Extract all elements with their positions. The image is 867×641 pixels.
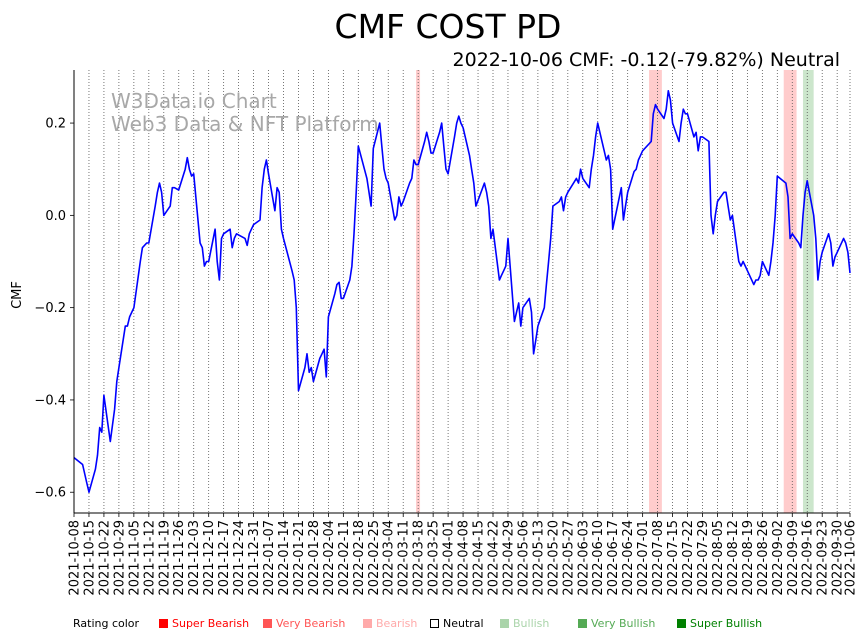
x-tick-label: 2021-11-05 bbox=[127, 520, 142, 596]
legend-swatch bbox=[263, 619, 272, 628]
x-tick-label: 2022-05-20 bbox=[546, 520, 561, 596]
y-tick-label: 0.2 bbox=[45, 117, 66, 132]
x-tick-label: 2022-01-28 bbox=[307, 520, 322, 596]
x-tick-label: 2021-10-15 bbox=[82, 520, 97, 596]
legend-item-super-bullish: Super Bullish bbox=[677, 617, 762, 630]
region-bearish-0 bbox=[416, 70, 421, 513]
x-tick-label: 2022-04-22 bbox=[486, 520, 501, 596]
x-tick-label: 2022-01-21 bbox=[292, 520, 307, 596]
axes bbox=[73, 70, 850, 514]
x-tick-label: 2022-04-29 bbox=[501, 520, 516, 596]
x-tick-label: 2022-08-26 bbox=[756, 520, 771, 596]
watermark-line-2: Web3 Data & NFT Platform bbox=[111, 112, 379, 136]
x-tick-label: 2022-05-27 bbox=[561, 520, 576, 596]
x-tick-label: 2021-11-26 bbox=[172, 520, 187, 596]
x-tick-label: 2021-11-12 bbox=[142, 520, 157, 596]
legend-swatch bbox=[500, 619, 509, 628]
x-tick-label: 2022-03-18 bbox=[412, 520, 427, 596]
y-axis-label: CMF bbox=[10, 281, 25, 309]
x-tick-label: 2022-04-01 bbox=[442, 520, 457, 596]
legend-item-very-bullish: Very Bullish bbox=[578, 617, 655, 630]
legend-item-label: Very Bullish bbox=[591, 617, 656, 630]
legend-item-label: Neutral bbox=[443, 617, 484, 630]
legend-item-bearish: Bearish bbox=[363, 617, 417, 630]
rating-regions bbox=[416, 70, 814, 513]
x-tick-label: 2021-10-29 bbox=[112, 520, 127, 596]
x-tick-label: 2022-09-30 bbox=[831, 520, 846, 596]
legend-swatch bbox=[363, 619, 372, 628]
legend-label: Rating color bbox=[73, 617, 140, 630]
x-tick-label: 2022-02-11 bbox=[337, 520, 352, 596]
x-tick-label: 2022-02-25 bbox=[367, 520, 382, 596]
legend-item-label: Super Bullish bbox=[690, 617, 763, 630]
watermark-line-1: W3Data.io Chart bbox=[111, 89, 277, 113]
legend-item-bullish: Bullish bbox=[500, 617, 549, 630]
y-tick-label: −0.6 bbox=[34, 486, 66, 501]
x-tick-label: 2022-06-17 bbox=[606, 520, 621, 596]
x-tick-label: 2022-09-23 bbox=[816, 520, 831, 596]
x-tick-label: 2022-01-07 bbox=[262, 520, 277, 596]
x-tick-label: 2022-02-04 bbox=[322, 520, 337, 596]
x-axis-ticks: 2021-10-08 2021-10-15 2021-10-22 2021-10-29… bbox=[68, 513, 859, 596]
legend-item-label: Bullish bbox=[513, 617, 550, 630]
x-tick-label: 2022-04-15 bbox=[472, 520, 487, 596]
x-tick-label: 2022-06-03 bbox=[576, 520, 591, 596]
x-tick-label: 2022-03-25 bbox=[427, 520, 442, 596]
x-tick-label: 2022-01-14 bbox=[277, 520, 292, 596]
x-tick-label: 2022-10-06 bbox=[844, 520, 859, 596]
x-tick-label: 2021-12-24 bbox=[232, 520, 247, 596]
legend-item-label: Bearish bbox=[376, 617, 418, 630]
legend-swatch bbox=[430, 619, 439, 628]
chart-title: CMF COST PD bbox=[335, 7, 562, 46]
x-tick-label: 2022-08-05 bbox=[711, 520, 726, 596]
x-tick-label: 2022-07-15 bbox=[666, 520, 681, 596]
y-tick-label: 0.0 bbox=[45, 209, 66, 224]
y-axis-ticks: −0.6 −0.4 −0.2 0.0 0.2 bbox=[34, 117, 74, 501]
x-tick-label: 2022-09-09 bbox=[786, 520, 801, 596]
x-tick-label: 2022-03-04 bbox=[382, 520, 397, 596]
series-line-cmf bbox=[73, 90, 851, 494]
legend-item-very-bearish: Very Bearish bbox=[263, 617, 345, 630]
x-tick-label: 2021-12-10 bbox=[202, 520, 217, 596]
x-tick-label: 2022-08-19 bbox=[741, 520, 756, 596]
legend-item-neutral: Neutral bbox=[430, 617, 484, 630]
region-bearish-2 bbox=[783, 70, 797, 513]
y-tick-label: −0.4 bbox=[34, 393, 66, 408]
x-tick-label: 2021-10-08 bbox=[68, 520, 83, 596]
legend-swatch bbox=[159, 619, 168, 628]
x-tick-label: 2021-12-31 bbox=[247, 520, 262, 596]
x-tick-label: 2022-08-12 bbox=[726, 520, 741, 596]
x-tick-label: 2022-06-10 bbox=[591, 520, 606, 596]
y-tick-label: −0.2 bbox=[34, 301, 66, 316]
x-tick-label: 2022-07-08 bbox=[651, 520, 666, 596]
x-tick-label: 2022-06-24 bbox=[621, 520, 636, 596]
series-layer bbox=[73, 90, 851, 494]
x-tick-label: 2021-12-03 bbox=[187, 520, 202, 596]
chart-subtitle: 2022-10-06 CMF: -0.12(-79.82%) Neutral bbox=[453, 49, 840, 71]
legend-item-super-bearish: Super Bearish bbox=[159, 617, 249, 630]
region-bullish-3 bbox=[802, 70, 814, 513]
x-tick-label: 2022-02-18 bbox=[352, 520, 367, 596]
x-tick-label: 2022-05-13 bbox=[531, 520, 546, 596]
legend-item-label: Super Bearish bbox=[172, 617, 250, 630]
grid-lines bbox=[73, 70, 851, 513]
x-tick-label: 2022-07-29 bbox=[696, 520, 711, 596]
region-bearish-1 bbox=[649, 70, 662, 513]
x-tick-label: 2021-10-22 bbox=[97, 520, 112, 596]
x-tick-label: 2022-04-08 bbox=[457, 520, 472, 596]
legend-item-label: Very Bearish bbox=[276, 617, 346, 630]
legend-swatch bbox=[677, 619, 686, 628]
x-tick-label: 2022-09-02 bbox=[771, 520, 786, 596]
x-tick-label: 2022-07-22 bbox=[681, 520, 696, 596]
x-tick-label: 2022-05-06 bbox=[516, 520, 531, 596]
x-tick-label: 2022-09-16 bbox=[801, 520, 816, 596]
x-tick-label: 2022-03-11 bbox=[397, 520, 412, 596]
x-tick-label: 2021-11-19 bbox=[157, 520, 172, 596]
legend-swatch bbox=[578, 619, 587, 628]
x-tick-label: 2021-12-17 bbox=[217, 520, 232, 596]
x-tick-label: 2022-07-01 bbox=[636, 520, 651, 596]
